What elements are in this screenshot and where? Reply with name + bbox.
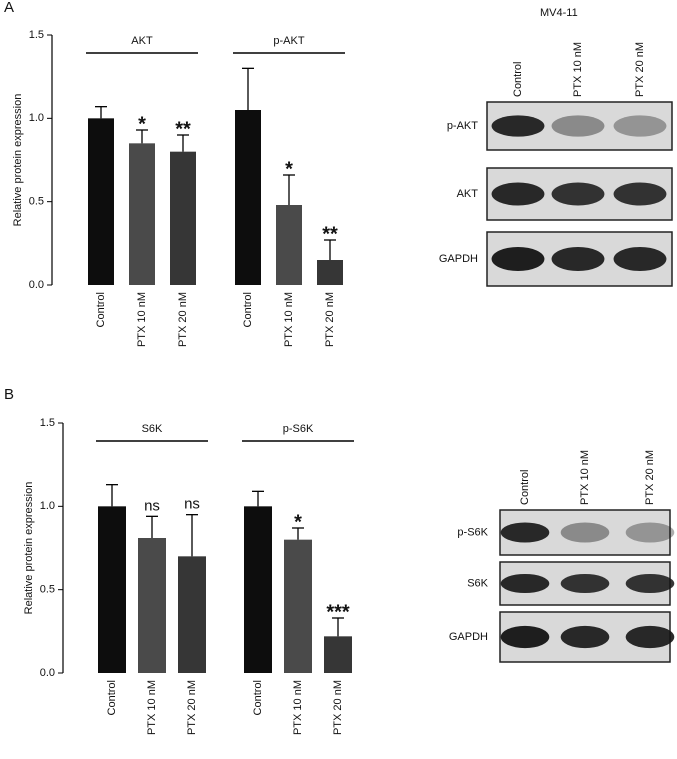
significance-label: *** [326,601,350,623]
y-tick-label: 1.0 [29,112,44,124]
blot-row-label: AKT [457,188,479,200]
x-tick-label: PTX 10 nM [136,292,148,347]
significance-label: * [285,158,293,180]
x-tick-label: PTX 10 nM [146,680,158,735]
y-axis-label: Relative protein expression [23,482,35,615]
lane-label: Control [519,470,531,505]
x-tick-label: Control [95,292,107,327]
bar [129,143,155,285]
blot-row-label: GAPDH [439,253,478,265]
bar [244,506,272,673]
blot-row-label: S6K [467,577,488,589]
blot-band [560,573,610,594]
significance-label: ns [144,497,160,514]
blot-row-label: GAPDH [449,631,488,643]
y-tick-label: 0.5 [40,584,55,596]
blot-band [551,247,605,271]
x-tick-label: Control [242,292,254,327]
blot-row-label: p-S6K [457,526,488,538]
significance-label: * [294,511,302,533]
x-tick-label: Control [106,680,118,715]
error-bar [252,490,264,507]
error-bar [242,67,254,110]
error-bar [177,134,189,152]
blot-band [613,115,667,137]
significance-label: ** [175,118,191,140]
bar [284,539,312,673]
significance-label: * [138,113,146,135]
error-bar [292,527,304,540]
bar [317,260,343,285]
lane-label: PTX 10 nM [579,450,591,505]
group-label: p-S6K [283,423,314,435]
bar [276,205,302,285]
blot-band [560,522,610,543]
x-tick-label: PTX 20 nM [332,680,344,735]
group-label: p-AKT [273,35,304,47]
blot-band [491,182,545,206]
bar [178,556,206,673]
bar [235,110,261,285]
blot-band [500,625,550,649]
blot-band [491,115,545,137]
blot-band [625,573,675,594]
error-bar [283,174,295,205]
cell-line: MV4-11 [540,7,578,19]
error-bar [186,514,198,557]
y-axis-label: Relative protein expression [12,94,24,227]
blot-band [551,115,605,137]
blot-band [613,182,667,206]
y-tick-label: 1.5 [40,417,55,429]
error-bar [332,617,344,637]
panel-label: B [4,386,14,403]
lane-label: PTX 20 nM [634,42,646,97]
y-tick-label: 0.5 [29,196,44,208]
blot-band [625,625,675,649]
blot-row-label: p-AKT [447,120,478,132]
group-label: AKT [131,35,153,47]
x-tick-label: PTX 10 nM [292,680,304,735]
y-tick-label: 1.5 [29,29,44,41]
panel-label: A [4,0,14,16]
blot-band [625,522,675,543]
x-tick-label: PTX 20 nM [177,292,189,347]
error-bar [95,106,107,119]
bar [324,636,352,673]
error-bar [106,484,118,507]
group-label: S6K [142,423,163,435]
error-bar [146,515,158,538]
x-tick-label: Control [252,680,264,715]
bar [170,151,196,285]
lane-label: PTX 20 nM [644,450,656,505]
bar [98,506,126,673]
significance-label: ns [184,496,200,513]
x-tick-label: PTX 20 nM [186,680,198,735]
lane-label: PTX 10 nM [572,42,584,97]
lane-label: Control [512,62,524,97]
x-tick-label: PTX 10 nM [283,292,295,347]
y-tick-label: 0.0 [29,279,44,291]
blot-band [500,522,550,543]
significance-label: ** [322,223,338,245]
y-tick-label: 0.0 [40,667,55,679]
error-bar [136,129,148,144]
y-tick-label: 1.0 [40,500,55,512]
blot-band [500,573,550,594]
x-tick-label: PTX 20 nM [324,292,336,347]
error-bar [324,239,336,260]
bar [88,118,114,285]
bar [138,538,166,673]
blot-band [491,247,545,271]
blot-band [613,247,667,271]
blot-band [560,625,610,649]
blot-band [551,182,605,206]
